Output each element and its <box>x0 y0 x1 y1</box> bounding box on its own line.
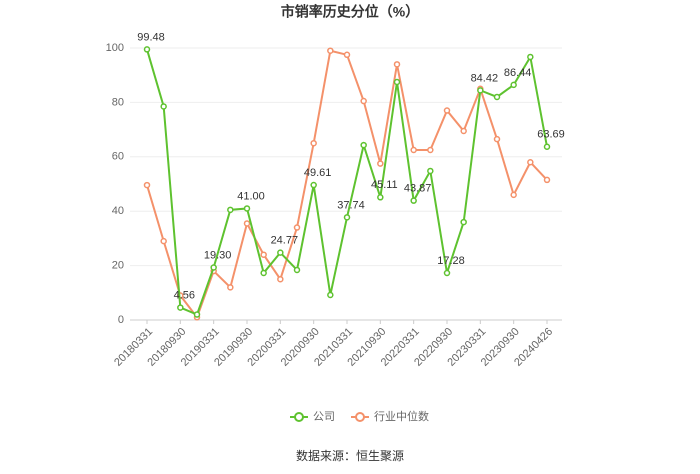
value-label: 37.74 <box>337 199 365 211</box>
value-label: 19.30 <box>204 249 232 261</box>
point <box>327 47 334 54</box>
value-label: 4.56 <box>174 290 195 302</box>
point <box>360 141 367 149</box>
y-tick-label: 20 <box>112 260 124 272</box>
point <box>193 311 201 318</box>
chart-title: 市销率历史分位（%） <box>281 4 419 20</box>
legend-marker <box>294 412 304 422</box>
value-label: 43.87 <box>404 183 432 195</box>
point <box>310 139 317 147</box>
point <box>243 220 251 227</box>
value-label: 24.77 <box>271 235 299 247</box>
legend-label: 公司 <box>313 411 335 423</box>
y-tick-label: 80 <box>112 96 124 108</box>
point <box>477 87 484 94</box>
point <box>360 97 367 105</box>
value-label: 45.11 <box>371 179 398 191</box>
point <box>543 143 551 151</box>
legend-label: 行业中位数 <box>374 409 429 423</box>
point <box>227 206 234 214</box>
value-label: 41.00 <box>237 190 265 202</box>
point <box>493 93 501 101</box>
point <box>343 214 351 221</box>
point <box>227 284 234 291</box>
value-label: 99.48 <box>137 31 165 43</box>
value-label: 84.42 <box>471 72 499 84</box>
y-tick-label: 100 <box>106 42 124 54</box>
point <box>460 127 467 135</box>
point <box>377 194 384 201</box>
series-line <box>146 49 548 320</box>
point <box>160 103 167 110</box>
y-tick-label: 0 <box>118 314 124 326</box>
point <box>410 197 417 204</box>
point <box>510 191 517 199</box>
legend-marker <box>355 412 365 422</box>
point <box>493 135 501 143</box>
point <box>327 291 334 299</box>
point <box>527 158 534 166</box>
point <box>410 146 417 154</box>
point <box>277 275 284 283</box>
value-label: 86.44 <box>504 67 532 79</box>
point <box>377 160 384 167</box>
point <box>543 176 551 184</box>
point <box>177 304 184 311</box>
point <box>460 218 467 226</box>
point <box>160 237 167 245</box>
point <box>210 264 217 271</box>
point <box>393 78 401 86</box>
point <box>143 181 151 189</box>
point <box>293 224 301 231</box>
point <box>443 107 451 114</box>
y-tick-label: 60 <box>112 151 124 163</box>
point <box>427 146 434 154</box>
point <box>527 53 534 61</box>
point <box>260 251 267 258</box>
y-tick-label: 40 <box>112 205 124 217</box>
point <box>143 46 151 53</box>
value-label: 63.69 <box>537 129 565 141</box>
point <box>343 51 351 59</box>
point <box>427 167 434 175</box>
source: 数据来源：恒生聚源 <box>296 448 404 463</box>
point <box>310 181 317 189</box>
point <box>443 269 451 277</box>
point <box>243 205 251 212</box>
value-label: 49.61 <box>304 167 332 179</box>
value-label: 17.28 <box>437 255 465 267</box>
point <box>277 249 284 256</box>
point <box>510 81 517 89</box>
point <box>260 269 267 277</box>
series-line <box>146 49 548 316</box>
point <box>293 266 301 274</box>
point <box>393 61 401 68</box>
